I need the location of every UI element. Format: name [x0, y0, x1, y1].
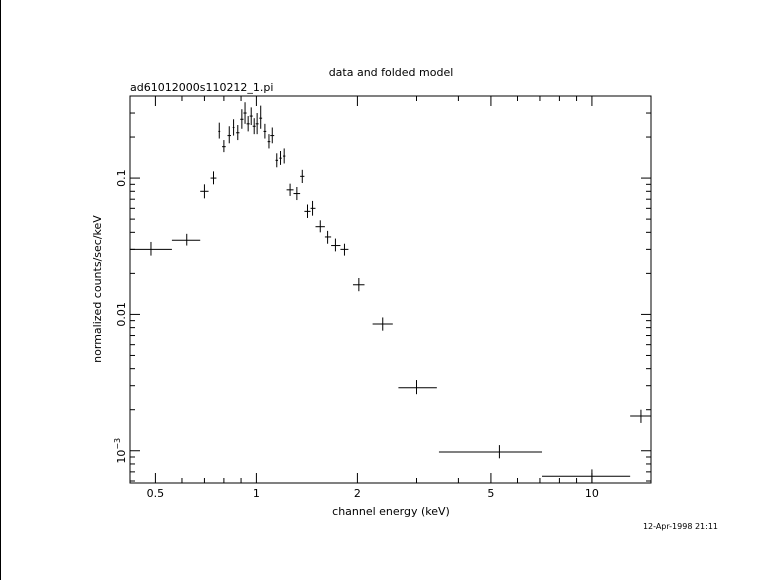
- data-point: [267, 134, 271, 149]
- y-tick-label: 10−3: [113, 438, 128, 464]
- data-point: [263, 123, 267, 139]
- y-axis-ticks: 0.1 0.01 10−3: [113, 95, 651, 482]
- data-point: [270, 127, 275, 144]
- x-tick-label: 5: [487, 487, 494, 500]
- chart-title: data and folded model: [329, 66, 454, 79]
- data-point: [222, 140, 226, 153]
- x-tick-label: 0.5: [147, 487, 165, 500]
- data-point: [246, 116, 250, 132]
- data-point: [218, 122, 221, 139]
- data-point: [340, 243, 349, 256]
- x-tick-label: 1: [253, 487, 260, 500]
- y-tick-label-base: 10: [115, 450, 128, 464]
- x-tick-label: 10: [585, 487, 599, 500]
- left-border-line: [0, 0, 1, 580]
- data-point: [243, 102, 247, 124]
- x-axis-label: channel energy (keV): [332, 505, 450, 518]
- y-tick-label-base: 0.01: [115, 302, 128, 327]
- data-point: [249, 107, 253, 126]
- data-point: [210, 171, 217, 185]
- data-point: [130, 241, 172, 256]
- plot-frame: [129, 95, 652, 484]
- chart-subtitle: ad61012000s110212_1.pi: [130, 81, 273, 94]
- data-point: [275, 153, 279, 168]
- data-point: [352, 277, 365, 292]
- y-tick-label-exponent: −3: [113, 438, 122, 450]
- data-point: [630, 409, 651, 423]
- data-point: [324, 230, 332, 244]
- timestamp: 12-Apr-1998 21:11: [643, 522, 718, 531]
- data-point: [315, 220, 325, 233]
- data-point: [286, 183, 294, 196]
- data-points: [130, 102, 651, 483]
- data-point: [300, 169, 305, 184]
- data-point: [304, 204, 311, 218]
- data-point: [398, 380, 437, 395]
- data-point: [282, 148, 286, 164]
- data-point: [372, 317, 393, 331]
- data-point: [240, 109, 244, 129]
- data-point: [310, 200, 316, 216]
- data-point: [279, 150, 282, 165]
- data-point: [542, 469, 631, 483]
- data-point: [259, 105, 263, 129]
- x-axis-ticks: 0.5 1 2 5 10: [147, 96, 599, 500]
- data-point: [171, 233, 201, 246]
- data-point: [438, 445, 543, 459]
- data-point: [236, 125, 240, 141]
- data-point: [232, 119, 235, 136]
- data-point: [200, 184, 209, 199]
- x-tick-label: 2: [354, 487, 361, 500]
- y-tick-label: 0.1: [115, 169, 128, 187]
- y-tick-label: 0.01: [115, 302, 128, 327]
- data-point: [293, 187, 301, 201]
- y-tick-label-base: 0.1: [115, 169, 128, 187]
- data-point: [255, 113, 259, 135]
- y-axis-label: normalized counts/sec/keV: [91, 215, 104, 363]
- data-point: [331, 238, 341, 252]
- data-point: [227, 126, 231, 144]
- data-point: [252, 118, 256, 135]
